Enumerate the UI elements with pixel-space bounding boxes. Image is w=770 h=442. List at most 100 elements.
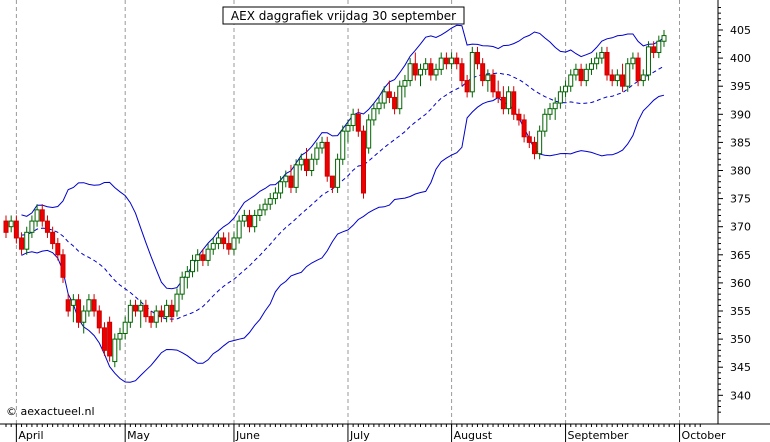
candle-body [381, 91, 387, 104]
month-label: June [235, 429, 260, 442]
candle-up [283, 170, 289, 188]
candle-body [272, 192, 278, 200]
candle-up [70, 294, 76, 323]
candle-body [205, 248, 211, 261]
candle-down [91, 294, 97, 317]
y-tick-label: 355 [730, 305, 751, 318]
candle-body [609, 74, 615, 82]
candle-body [360, 130, 366, 194]
candle-up [594, 52, 600, 70]
candle-body [557, 91, 563, 104]
candle-down [169, 299, 175, 323]
candle-up [630, 52, 636, 70]
candle-body [366, 119, 372, 149]
candle-up [640, 69, 646, 87]
candle-body [417, 68, 423, 76]
candle-down [76, 294, 82, 328]
candle-body [195, 254, 201, 261]
y-tick-label: 345 [730, 361, 751, 374]
candle-body [583, 68, 589, 82]
candle-up [293, 159, 299, 193]
y-tick-label: 340 [730, 389, 751, 402]
candle-body [190, 259, 196, 273]
candle-body [107, 321, 113, 357]
y-tick-label: 370 [730, 221, 751, 234]
candle-body [526, 136, 532, 143]
candle-up [112, 333, 118, 368]
candle-body [221, 237, 227, 245]
candle-up [241, 209, 247, 227]
candle-down [96, 305, 102, 334]
candle-down [50, 226, 56, 250]
candle-body [34, 209, 40, 222]
candle-down [3, 215, 9, 238]
candles-layer [3, 30, 667, 368]
candle-body [490, 74, 496, 93]
candle-down [386, 80, 392, 104]
candle-down [454, 52, 460, 70]
candle-up [314, 142, 320, 165]
candle-body [516, 113, 522, 121]
candle-up [366, 114, 372, 154]
candle-up [449, 52, 455, 70]
y-tick-label: 380 [730, 165, 751, 178]
candle-body [288, 175, 294, 188]
month-label: October [682, 429, 726, 442]
candle-body [314, 147, 320, 160]
candle-up [252, 209, 258, 233]
candle-body [423, 63, 429, 70]
plot-area-background [0, 0, 718, 424]
candle-up [215, 232, 221, 250]
candle-body [127, 304, 133, 323]
candle-down [60, 249, 66, 283]
candle-body [500, 96, 506, 110]
month-label: September [568, 429, 629, 442]
chart-title-box [222, 6, 465, 25]
candle-up [583, 63, 589, 87]
candle-down [428, 58, 434, 81]
candle-down [490, 69, 496, 98]
candle-body [278, 181, 284, 194]
candle-body [86, 299, 92, 312]
candle-down [133, 299, 139, 317]
candle-body [485, 74, 491, 82]
candle-down [500, 86, 506, 115]
candle-body [531, 141, 537, 155]
candle-up [127, 299, 133, 328]
candle-down [495, 80, 501, 104]
candle-body [355, 113, 361, 132]
candle-down [247, 209, 253, 233]
candle-body [247, 214, 253, 228]
candle-up [625, 58, 631, 92]
candle-body [81, 310, 87, 323]
candle-body [70, 299, 76, 306]
candle-body [464, 80, 470, 93]
candle-up [309, 153, 315, 177]
candle-body [376, 102, 382, 110]
candle-body [267, 198, 273, 205]
candle-body [44, 220, 50, 233]
candle-down [480, 58, 486, 87]
candle-body [96, 310, 102, 329]
candle-down [148, 311, 154, 328]
candle-up [272, 187, 278, 205]
candle-body [19, 237, 25, 250]
candle-body [392, 96, 398, 110]
candle-up [236, 215, 242, 244]
candle-body [293, 164, 299, 188]
candle-body [386, 91, 392, 98]
candle-body [588, 63, 594, 70]
candle-up [257, 204, 263, 222]
candle-body [474, 51, 480, 65]
candle-up [319, 136, 325, 154]
candle-body [226, 243, 232, 250]
candle-up [138, 299, 144, 328]
candle-body [573, 68, 579, 76]
candle-up [537, 125, 543, 160]
candle-down [516, 108, 522, 126]
candle-body [50, 231, 56, 245]
candle-body [537, 130, 543, 155]
candle-down [65, 294, 71, 317]
candle-down [392, 91, 398, 115]
